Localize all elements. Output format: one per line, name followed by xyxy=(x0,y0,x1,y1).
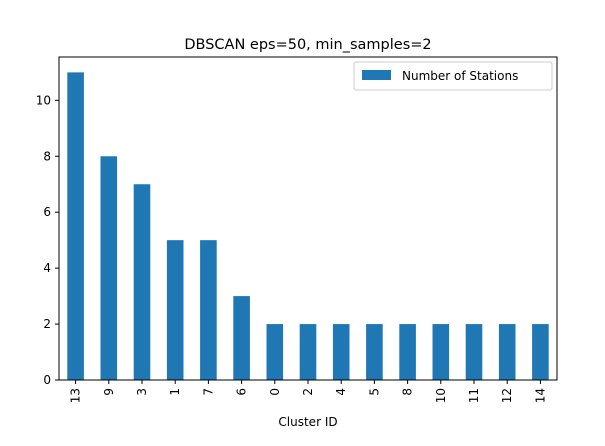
x-tick-label: 0 xyxy=(268,388,282,396)
bar-0 xyxy=(266,324,284,380)
bar-9 xyxy=(100,156,118,380)
legend-label: Number of Stations xyxy=(402,69,518,83)
bar-4 xyxy=(332,324,350,380)
plot-area: 0 2 4 6 8 10 13 9 3 1 7 6 0 2 4 5 8 10 11 12 14 xyxy=(36,72,549,403)
legend-box xyxy=(353,61,553,91)
x-tick-label: 4 xyxy=(334,388,348,396)
bar-3 xyxy=(133,184,151,380)
bar-8 xyxy=(399,324,416,380)
x-axis-label: Cluster ID xyxy=(278,415,337,429)
x-tick-label: 1 xyxy=(168,388,182,396)
y-tick-label: 0 xyxy=(43,373,51,387)
x-tick-label: 8 xyxy=(401,388,415,396)
x-tick-label: 5 xyxy=(367,388,381,396)
bar-14 xyxy=(532,324,549,380)
x-tick-label: 11 xyxy=(467,388,481,403)
bar-13 xyxy=(67,72,84,380)
y-tick-label: 10 xyxy=(36,93,51,107)
y-tick-label: 4 xyxy=(43,261,51,275)
y-tick-label: 2 xyxy=(43,317,51,331)
legend: Number of Stations xyxy=(353,61,553,91)
x-tick-label: 14 xyxy=(533,388,547,403)
x-tick-label: 10 xyxy=(434,388,448,403)
bar-10 xyxy=(432,324,450,380)
y-tick-label: 6 xyxy=(43,205,51,219)
bar-2 xyxy=(299,324,317,380)
plot-frame xyxy=(58,56,558,381)
x-tick-label: 2 xyxy=(301,388,315,396)
x-tick-label: 13 xyxy=(69,388,83,403)
bar-11 xyxy=(465,324,483,380)
x-tick-label: 7 xyxy=(201,388,215,396)
bar-6 xyxy=(233,296,250,380)
x-tick-label: 6 xyxy=(235,388,249,396)
legend-swatch xyxy=(362,70,391,80)
x-tick-label: 12 xyxy=(500,388,514,403)
bar-5 xyxy=(366,324,383,380)
bar-1 xyxy=(166,240,184,380)
bar-7 xyxy=(200,240,217,380)
x-tick-label: 3 xyxy=(135,388,149,396)
y-tick-label: 8 xyxy=(43,149,51,163)
chart-title: DBSCAN eps=50, min_samples=2 xyxy=(184,37,431,53)
bar-12 xyxy=(498,324,516,380)
x-tick-label: 9 xyxy=(102,388,116,396)
